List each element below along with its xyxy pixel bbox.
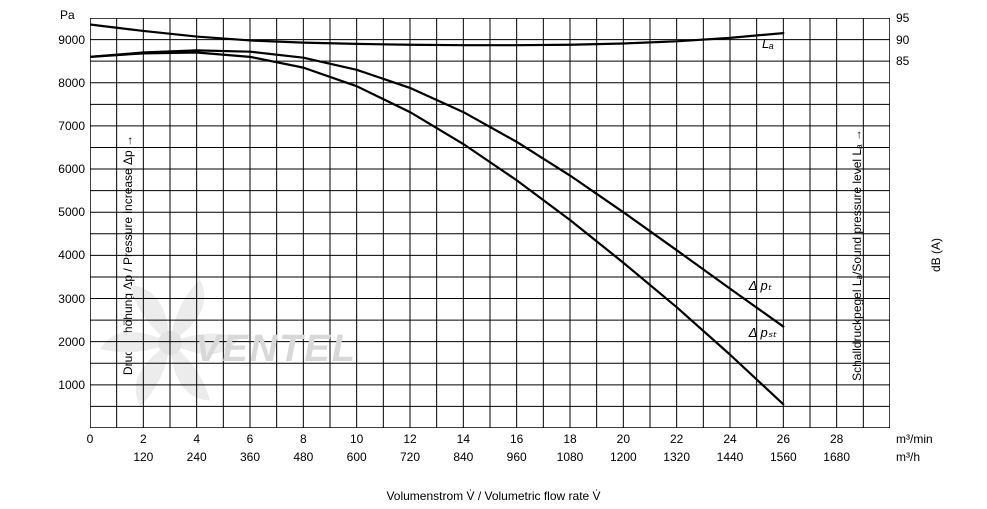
y-left-tick: 7000 bbox=[45, 119, 85, 133]
x-tick-m3min: 28 bbox=[817, 432, 857, 446]
y-left-tick: 6000 bbox=[45, 162, 85, 176]
x-tick-m3h: 960 bbox=[492, 450, 542, 464]
y-left-tick: 4000 bbox=[45, 248, 85, 262]
x-unit-m3h: m³/h bbox=[896, 450, 920, 464]
x-tick-m3h: 120 bbox=[118, 450, 168, 464]
x-tick-m3h: 600 bbox=[332, 450, 382, 464]
y-left-tick: 8000 bbox=[45, 76, 85, 90]
y-left-tick: 5000 bbox=[45, 205, 85, 219]
x-tick-m3h: 1680 bbox=[812, 450, 862, 464]
x-tick-m3min: 6 bbox=[230, 432, 270, 446]
x-tick-m3min: 14 bbox=[443, 432, 483, 446]
curve-label-pst: Δ pₛₜ bbox=[749, 325, 777, 341]
x-axis-label: Volumenstrom V̇ / Volumetric flow rate V… bbox=[386, 489, 600, 503]
y-left-tick: 1000 bbox=[45, 378, 85, 392]
y-right-tick: 90 bbox=[896, 33, 926, 47]
x-tick-m3min: 12 bbox=[390, 432, 430, 446]
x-tick-m3min: 16 bbox=[497, 432, 537, 446]
y-left-tick: 2000 bbox=[45, 335, 85, 349]
curve-label-la: Lₐ bbox=[762, 36, 774, 51]
x-tick-m3min: 18 bbox=[550, 432, 590, 446]
fan-performance-chart: Pa Druckerhöhung Δp / Pressure increase … bbox=[0, 0, 987, 509]
y-right-unit: dB (A) bbox=[929, 237, 943, 271]
x-tick-m3h: 480 bbox=[278, 450, 328, 464]
y-left-tick: 9000 bbox=[45, 33, 85, 47]
x-tick-m3h: 1440 bbox=[705, 450, 755, 464]
y-left-unit: Pa bbox=[60, 8, 75, 22]
watermark-text: VENTEL bbox=[195, 328, 357, 371]
x-tick-m3h: 840 bbox=[438, 450, 488, 464]
y-right-tick: 95 bbox=[896, 11, 926, 25]
x-tick-m3min: 26 bbox=[763, 432, 803, 446]
y-right-tick: 85 bbox=[896, 54, 926, 68]
x-tick-m3h: 720 bbox=[385, 450, 435, 464]
x-tick-m3h: 240 bbox=[172, 450, 222, 464]
x-tick-m3h: 1560 bbox=[758, 450, 808, 464]
x-tick-m3min: 4 bbox=[177, 432, 217, 446]
x-tick-m3h: 1080 bbox=[545, 450, 595, 464]
y-left-tick: 3000 bbox=[45, 292, 85, 306]
x-tick-m3min: 8 bbox=[283, 432, 323, 446]
x-tick-m3min: 22 bbox=[657, 432, 697, 446]
x-tick-m3h: 360 bbox=[225, 450, 275, 464]
x-unit-m3min: m³/min bbox=[896, 432, 933, 446]
x-tick-m3min: 2 bbox=[123, 432, 163, 446]
x-tick-m3h: 1200 bbox=[598, 450, 648, 464]
curve-label-pt: Δ pₜ bbox=[749, 278, 772, 294]
x-tick-m3min: 20 bbox=[603, 432, 643, 446]
x-tick-m3h: 1320 bbox=[652, 450, 702, 464]
x-tick-m3min: 10 bbox=[337, 432, 377, 446]
x-tick-m3min: 24 bbox=[710, 432, 750, 446]
x-tick-m3min: 0 bbox=[70, 432, 110, 446]
